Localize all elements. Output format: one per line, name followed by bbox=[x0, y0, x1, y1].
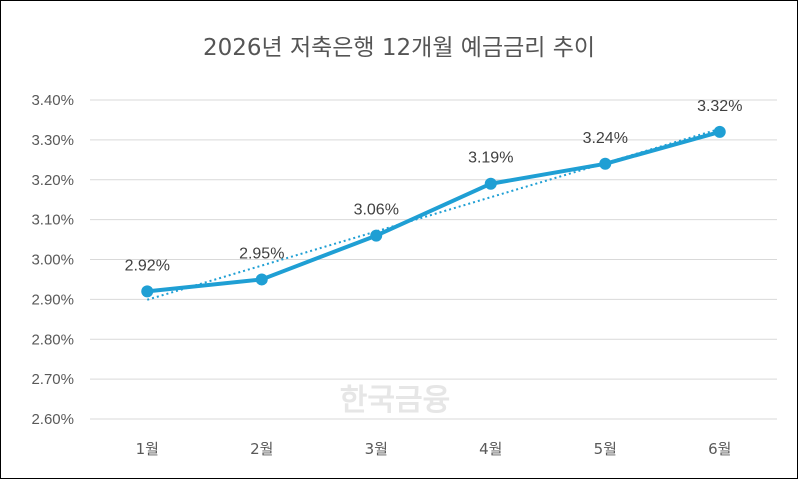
series-layer bbox=[141, 125, 726, 298]
data-point bbox=[484, 177, 497, 190]
y-tick-label: 2.60% bbox=[31, 411, 74, 428]
series-line bbox=[147, 129, 721, 294]
gridlines bbox=[90, 99, 777, 420]
y-tick-label: 3.10% bbox=[31, 212, 74, 229]
y-tick-label: 3.20% bbox=[31, 172, 74, 189]
y-tick-label: 3.30% bbox=[31, 132, 74, 149]
data-label: 2.92% bbox=[125, 257, 170, 274]
x-tick-label: 3월 bbox=[365, 440, 388, 458]
y-tick-label: 3.00% bbox=[31, 252, 74, 269]
data-point bbox=[713, 125, 726, 138]
data-label: 3.06% bbox=[354, 202, 399, 219]
y-tick-label: 2.90% bbox=[31, 291, 74, 308]
data-point bbox=[599, 157, 612, 170]
y-tick-label: 3.40% bbox=[31, 92, 74, 109]
y-tick-label: 2.70% bbox=[31, 371, 74, 388]
data-label: 3.24% bbox=[583, 130, 628, 147]
watermark-logo: 한국금융 bbox=[340, 383, 450, 418]
data-labels: 2.92% 2.95% 3.06% 3.19% 3.24% 3.32% bbox=[125, 98, 743, 274]
x-tick-label: 6월 bbox=[708, 440, 731, 458]
data-label: 3.19% bbox=[468, 150, 513, 167]
x-tick-label: 2월 bbox=[250, 440, 273, 458]
x-tick-label: 4월 bbox=[479, 440, 502, 458]
x-tick-label: 1월 bbox=[136, 440, 159, 458]
data-label: 2.95% bbox=[239, 245, 284, 262]
chart-title: 2026년 저축은행 12개월 예금금리 추이 bbox=[203, 35, 595, 61]
x-axis-tick-labels: 1월 2월 3월 4월 5월 6월 bbox=[136, 440, 732, 458]
data-point bbox=[141, 285, 154, 298]
y-axis-tick-labels: 2.60% 2.70% 2.80% 2.90% 3.00% 3.10% 3.20% 3.30%… bbox=[31, 92, 74, 428]
y-tick-label: 2.80% bbox=[31, 331, 74, 348]
x-tick-label: 5월 bbox=[594, 440, 617, 458]
data-point bbox=[255, 273, 268, 286]
data-point bbox=[370, 229, 383, 242]
data-label: 3.32% bbox=[697, 98, 742, 115]
